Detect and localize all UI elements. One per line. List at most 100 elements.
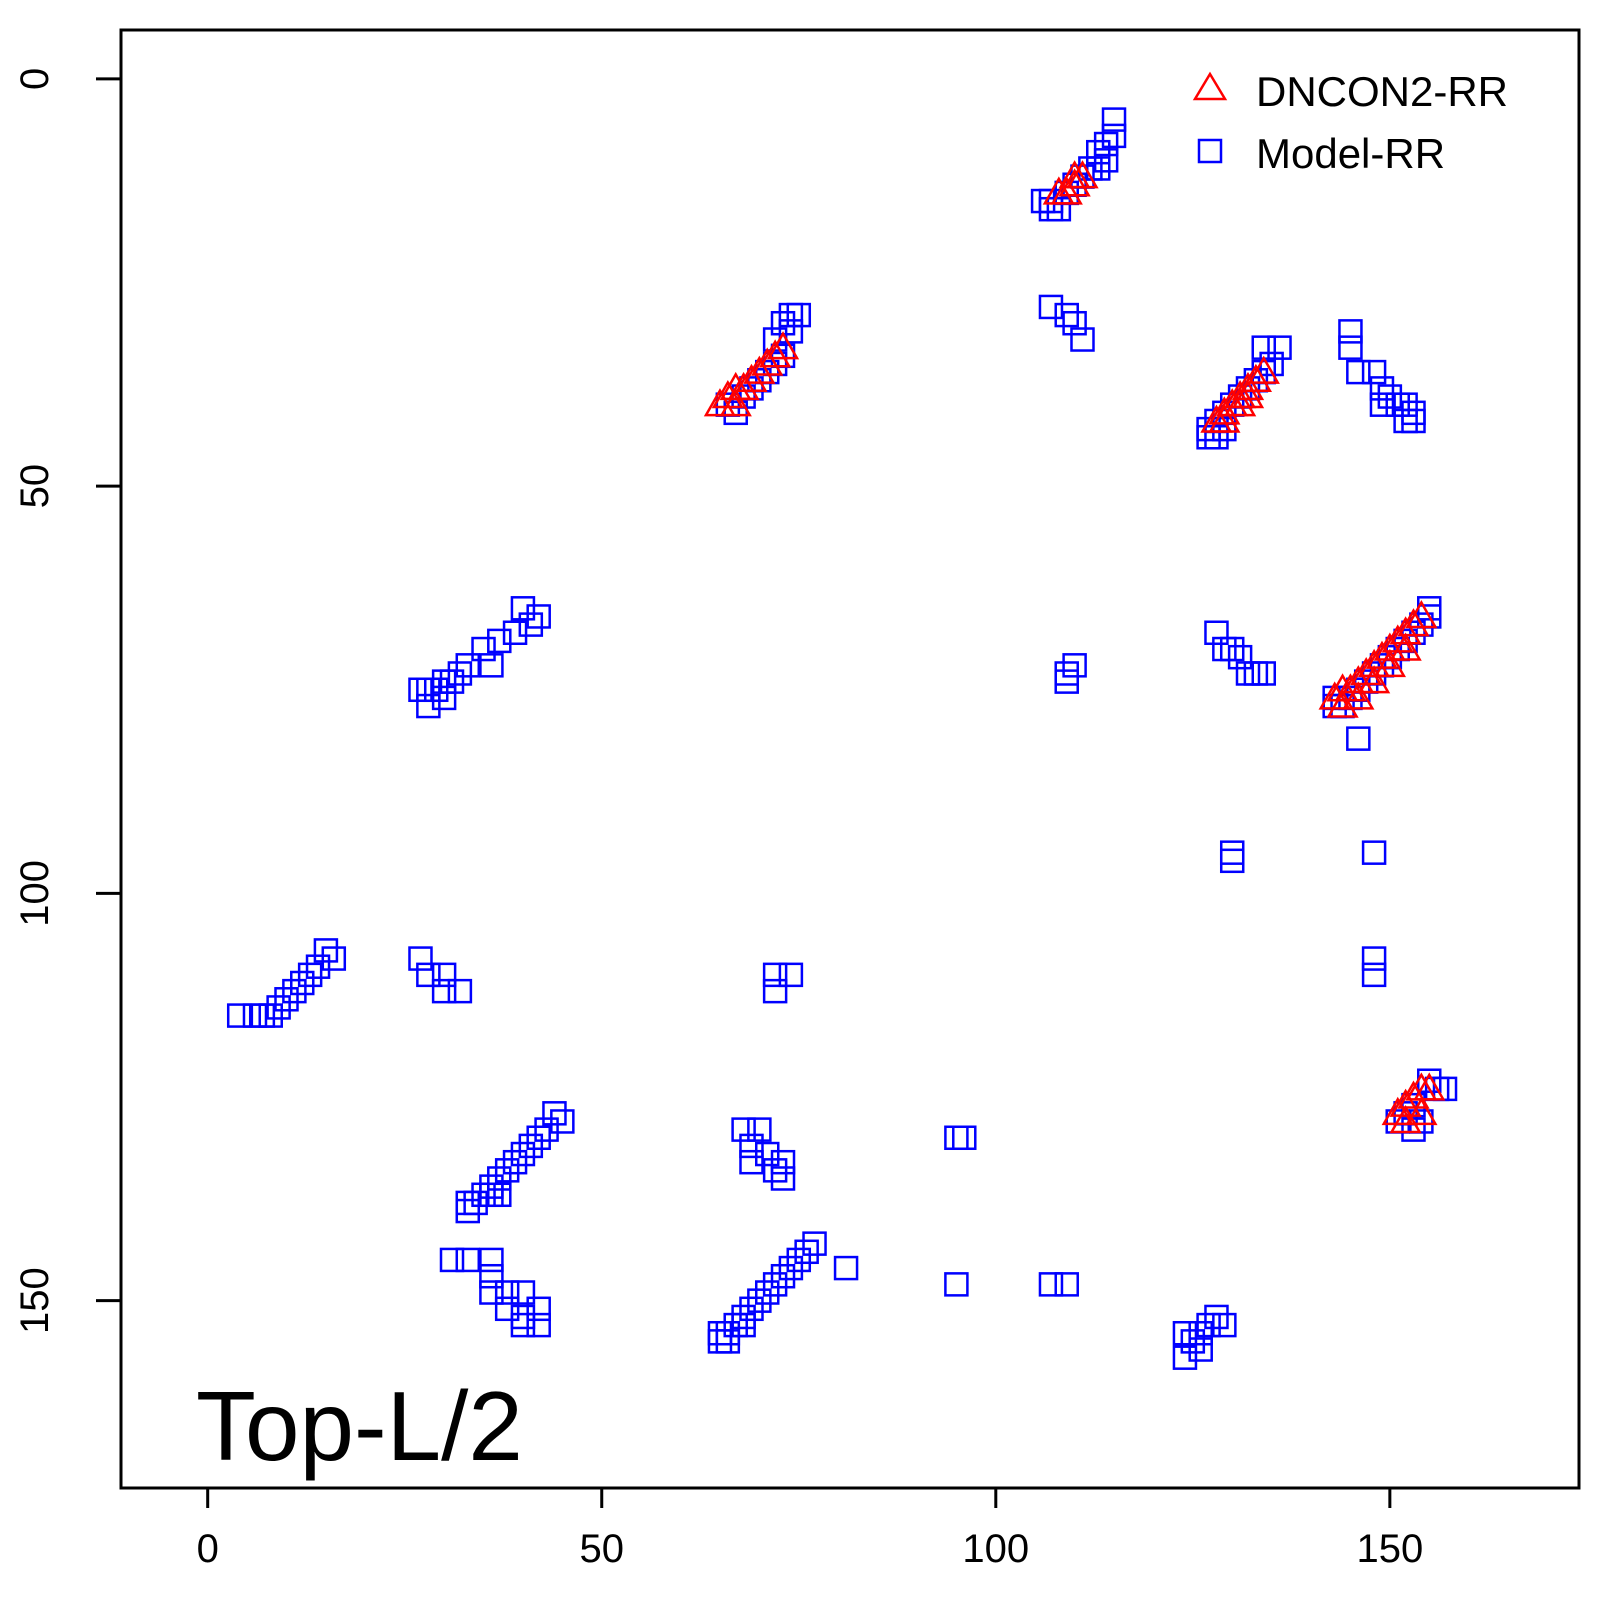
dncon2-rr-point: [1050, 176, 1083, 205]
dncon2-rr-point: [1389, 1088, 1422, 1117]
dncon2-rr-point: [1381, 624, 1414, 653]
dncon2-rr-point: [1334, 673, 1367, 702]
model-rr-point: [305, 954, 331, 979]
model-rr-point: [439, 1247, 465, 1273]
model-rr-point: [1212, 636, 1237, 662]
dncon2-rr-point: [1365, 640, 1399, 669]
model-rr-point: [455, 1247, 481, 1273]
dncon2-rr-point: [719, 388, 752, 417]
model-rr-point: [494, 1280, 520, 1305]
model-rr-point: [431, 685, 457, 711]
model-rr-point: [297, 962, 323, 988]
dncon2-rr-point: [1389, 616, 1422, 645]
model-rr-point: [471, 1182, 496, 1208]
model-rr-point: [510, 1312, 536, 1338]
model-rr-point: [762, 1158, 788, 1183]
dncon2-rr-point: [766, 331, 800, 360]
model-rr-point: [226, 1003, 252, 1028]
model-rr-point: [447, 661, 473, 686]
model-rr-point: [510, 596, 536, 621]
model-rr-point: [1196, 425, 1221, 450]
model-rr-point: [447, 978, 473, 1004]
dncon2-rr-point: [1405, 599, 1438, 629]
model-rr-point: [731, 1304, 756, 1330]
x-tick-label: 100: [962, 1527, 1029, 1571]
model-rr-point: [1251, 661, 1277, 686]
legend: DNCON2-RR Model-RR: [1192, 68, 1508, 177]
model-rr-point: [1062, 653, 1087, 678]
model-rr-point: [762, 962, 788, 988]
model-rr-point: [1251, 335, 1277, 360]
dncon2-rr-point: [711, 380, 744, 409]
model-rr-point: [770, 310, 796, 336]
model-rr-point: [1369, 392, 1395, 417]
model-rr-point: [455, 653, 481, 678]
model-rr-point: [723, 400, 748, 426]
model-rr-point: [526, 1312, 551, 1338]
model-rr-point: [1054, 1272, 1079, 1297]
dncon2-rr-point: [1318, 681, 1351, 710]
model-rr-point: [242, 1003, 268, 1028]
dncon2-rr-point: [1208, 396, 1241, 425]
model-rr-point: [778, 302, 804, 328]
model-rr-point: [463, 1190, 488, 1216]
model-rr-point: [408, 946, 433, 971]
model-rr-point: [1046, 196, 1072, 222]
dncon2-rr-point: [1373, 648, 1407, 678]
model-rr-point: [778, 319, 804, 344]
model-rr-point: [754, 1141, 780, 1167]
model-rr-point: [1401, 400, 1426, 426]
model-rr-point: [1054, 661, 1079, 686]
dncon2-rr-point: [743, 355, 776, 384]
dncon2-rr-point: [1342, 665, 1375, 694]
model-rr-point: [1243, 661, 1269, 686]
model-rr-point: [455, 1190, 481, 1216]
dncon2-rr-point: [1357, 665, 1391, 694]
model-rr-point: [479, 1247, 504, 1273]
model-rr-point: [1038, 294, 1064, 320]
model-rr-point: [715, 1329, 741, 1354]
model-rr-point: [731, 1117, 756, 1142]
model-rr-point: [707, 1329, 733, 1354]
y-tick-label: 50: [13, 464, 57, 509]
model-rr-point: [1432, 1076, 1458, 1102]
model-rr-point: [1393, 392, 1418, 417]
model-rr-point: [250, 1003, 276, 1028]
model-rr-point: [1101, 123, 1127, 149]
model-rr-point: [266, 995, 291, 1020]
dncon2-rr-point: [1342, 681, 1375, 710]
model-rr-point: [739, 1149, 764, 1175]
model-rr-point: [1235, 661, 1261, 686]
dncon2-rr-point: [1389, 1104, 1422, 1134]
model-rr-point: [778, 1255, 804, 1281]
y-axis: 0 50 100 150: [13, 68, 123, 1334]
x-tick-label: 150: [1356, 1527, 1423, 1571]
model-rr-point: [526, 604, 551, 629]
model-rr-point: [487, 1166, 512, 1191]
model-rr-point: [1188, 1320, 1213, 1346]
model-rr-point: [431, 962, 457, 988]
model-rr-point: [274, 987, 299, 1012]
legend-square-icon: [1197, 138, 1223, 164]
model-rr-point: [471, 636, 496, 662]
model-rr-point: [510, 1280, 536, 1305]
model-rr-point: [1093, 148, 1119, 173]
dncon2-rr-point: [1208, 404, 1241, 433]
model-rr-point: [1172, 1345, 1198, 1370]
model-rr-point: [1212, 416, 1237, 442]
model-rr-point: [431, 669, 457, 694]
dncon2-rr-point: [727, 371, 760, 401]
model-rr-point: [455, 1198, 481, 1224]
model-rr-point: [802, 1231, 827, 1256]
model-rr-point: [739, 1133, 764, 1159]
model-rr-point: [1393, 408, 1418, 434]
dncon2-rr-point: [1397, 608, 1430, 637]
model-rr-point: [526, 1125, 551, 1151]
model-rr-point: [1054, 302, 1079, 328]
model-rr-point: [479, 1280, 504, 1305]
dncon2-rr-point: [1223, 388, 1257, 417]
model-rr-point: [313, 938, 339, 963]
model-rr-point: [731, 1312, 756, 1338]
model-rr-point: [1054, 669, 1079, 694]
